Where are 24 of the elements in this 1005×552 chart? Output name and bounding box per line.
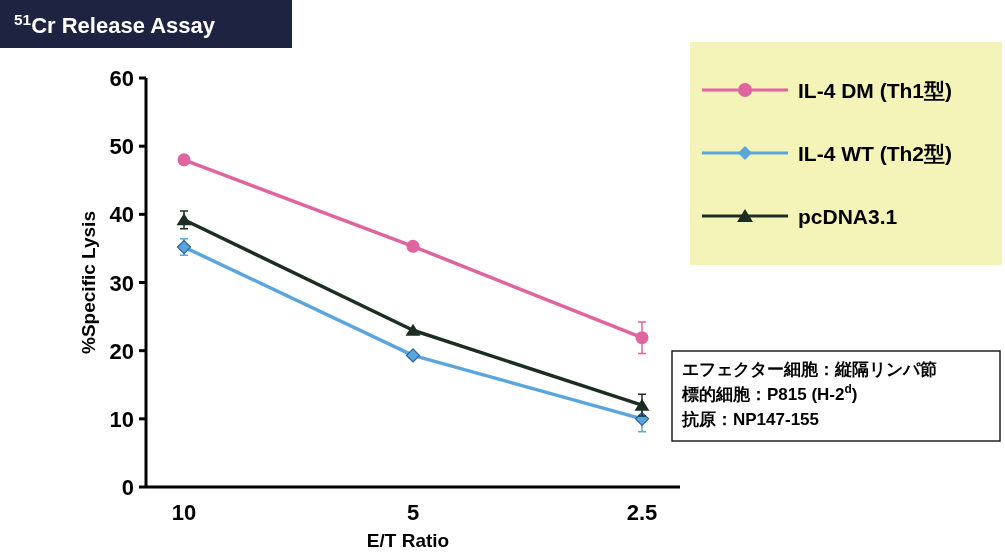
y-tick-label: 30 <box>109 270 134 296</box>
point <box>405 323 421 336</box>
chart-title: $^{51}$Cr Release Assay <box>14 10 216 38</box>
note: エフェクター細胞：縦隔リンパ節 標的細胞：P815 (H-2$^{d}$) 抗原：NP147-155 <box>671 350 1001 442</box>
y-axis-title: %Specific Lysis <box>78 211 99 354</box>
y-tick-label: 10 <box>109 406 134 432</box>
legend-label: IL-4 WT (Th2型) <box>798 142 952 165</box>
point <box>177 153 191 167</box>
x-tick-label: 5 <box>406 500 420 525</box>
x-tick-label: 10 <box>171 500 197 525</box>
legend-label: IL-4 DM (Th1型) <box>798 79 952 102</box>
y-tick-label: 0 <box>121 475 134 500</box>
point <box>405 348 421 363</box>
x-axis-title: E/T Ratio <box>366 530 450 551</box>
y-tick-label: 60 <box>109 66 134 91</box>
point <box>176 213 192 226</box>
y-tick-label: 40 <box>109 202 134 228</box>
x-tick-label: 2.5 <box>626 500 658 525</box>
point <box>635 331 649 345</box>
y-tick-label: 20 <box>109 338 134 364</box>
y-tick-label: 50 <box>109 134 134 160</box>
point <box>634 398 650 411</box>
legend-label: pcDNA3.1 <box>798 205 898 228</box>
point <box>406 239 420 253</box>
